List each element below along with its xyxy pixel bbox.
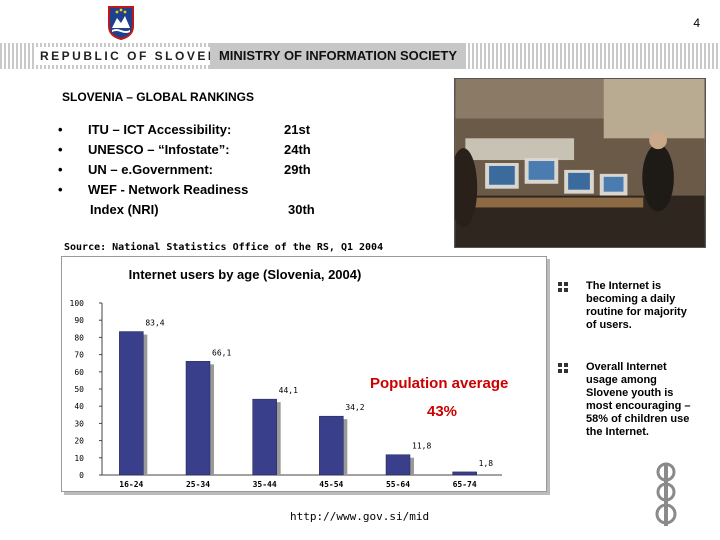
- y-tick-label: 30: [74, 419, 84, 428]
- bar-value-label: 34,2: [345, 403, 364, 412]
- bar-value-label: 1,8: [479, 459, 494, 468]
- y-tick-label: 60: [74, 368, 84, 377]
- y-tick-label: 50: [74, 385, 84, 394]
- y-tick-label: 70: [74, 351, 84, 360]
- ranking-item: • ITU – ICT Accessibility: 21st: [58, 120, 358, 140]
- y-tick-label: 100: [70, 299, 85, 308]
- note-text: Overall Internet usage among Slovene you…: [586, 361, 691, 438]
- y-tick-label: 40: [74, 402, 84, 411]
- bar: [385, 454, 411, 476]
- header-country: REPUBLIC OF SLOVENIA: [34, 47, 243, 65]
- ranking-value: 30th: [288, 202, 315, 217]
- bar: [252, 398, 277, 476]
- chart-panel: Internet users by age (Slovenia, 2004) 0…: [61, 256, 547, 492]
- bullet: •: [58, 182, 63, 197]
- y-tick-label: 90: [74, 316, 84, 325]
- ministry-logo-icon: [655, 462, 677, 526]
- bar-value-label: 44,1: [279, 386, 298, 395]
- population-average-label: Population average: [370, 375, 509, 392]
- bar: [119, 331, 144, 476]
- computer-lab-photo: [454, 78, 706, 248]
- header-band: REPUBLIC OF SLOVENIA MINISTRY OF INFORMA…: [0, 43, 720, 69]
- source-note: Source: National Statistics Office of th…: [64, 242, 384, 253]
- ministry-url: http://www.gov.si/mid: [290, 510, 430, 523]
- y-tick-label: 0: [79, 471, 84, 480]
- bar-value-label: 11,8: [412, 442, 431, 451]
- ranking-label: ITU – ICT Accessibility:: [88, 122, 232, 137]
- bar-chart: Internet users by age (Slovenia, 2004) 0…: [70, 267, 502, 489]
- bar: [452, 471, 477, 476]
- x-tick-label: 65-74: [453, 480, 477, 489]
- rankings-title: SLOVENIA – GLOBAL RANKINGS: [62, 90, 255, 104]
- x-tick-label: 35-44: [253, 480, 277, 489]
- y-tick-label: 80: [74, 333, 84, 342]
- x-tick-label: 55-64: [386, 480, 410, 489]
- ranking-item: • UNESCO – “Infostate”: 24th: [58, 140, 358, 160]
- ranking-label-continued: Index (NRI): [90, 202, 159, 217]
- ranking-label: WEF - Network Readiness: [88, 182, 249, 197]
- y-tick-label: 20: [74, 437, 84, 446]
- rankings-list: • ITU – ICT Accessibility: 21st • UNESCO…: [58, 120, 358, 220]
- note-text: The Internet is becoming a daily routine…: [586, 280, 687, 331]
- bar-value-label: 83,4: [145, 319, 164, 328]
- ranking-label: UN – e.Government:: [88, 162, 213, 177]
- bar: [185, 361, 211, 476]
- ranking-item: • WEF - Network Readiness Index (NRI) 30…: [58, 180, 358, 220]
- x-tick-label: 16-24: [119, 480, 143, 489]
- x-tick-label: 25-34: [186, 480, 210, 489]
- bullet: •: [58, 162, 63, 177]
- population-average-value: 43%: [427, 403, 458, 420]
- bullet-square-icon: [558, 363, 568, 373]
- x-tick-label: 45-54: [319, 480, 343, 489]
- ranking-value: 29th: [284, 162, 311, 177]
- ranking-value: 21st: [284, 122, 311, 137]
- page-number: 4: [693, 16, 700, 30]
- bar: [319, 415, 344, 476]
- ranking-label: UNESCO – “Infostate”:: [88, 142, 230, 157]
- bullet: •: [58, 122, 63, 137]
- bar-value-label: 66,1: [212, 348, 231, 357]
- header-ministry: MINISTRY OF INFORMATION SOCIETY: [210, 43, 466, 69]
- y-tick-label: 10: [74, 454, 84, 463]
- ranking-item: • UN – e.Government: 29th: [58, 160, 358, 180]
- bullet: •: [58, 142, 63, 157]
- bullet-square-icon: [558, 282, 568, 292]
- ranking-value: 24th: [284, 142, 311, 157]
- chart-title: Internet users by age (Slovenia, 2004): [129, 267, 362, 282]
- slovenia-coat-of-arms-icon: [108, 6, 134, 40]
